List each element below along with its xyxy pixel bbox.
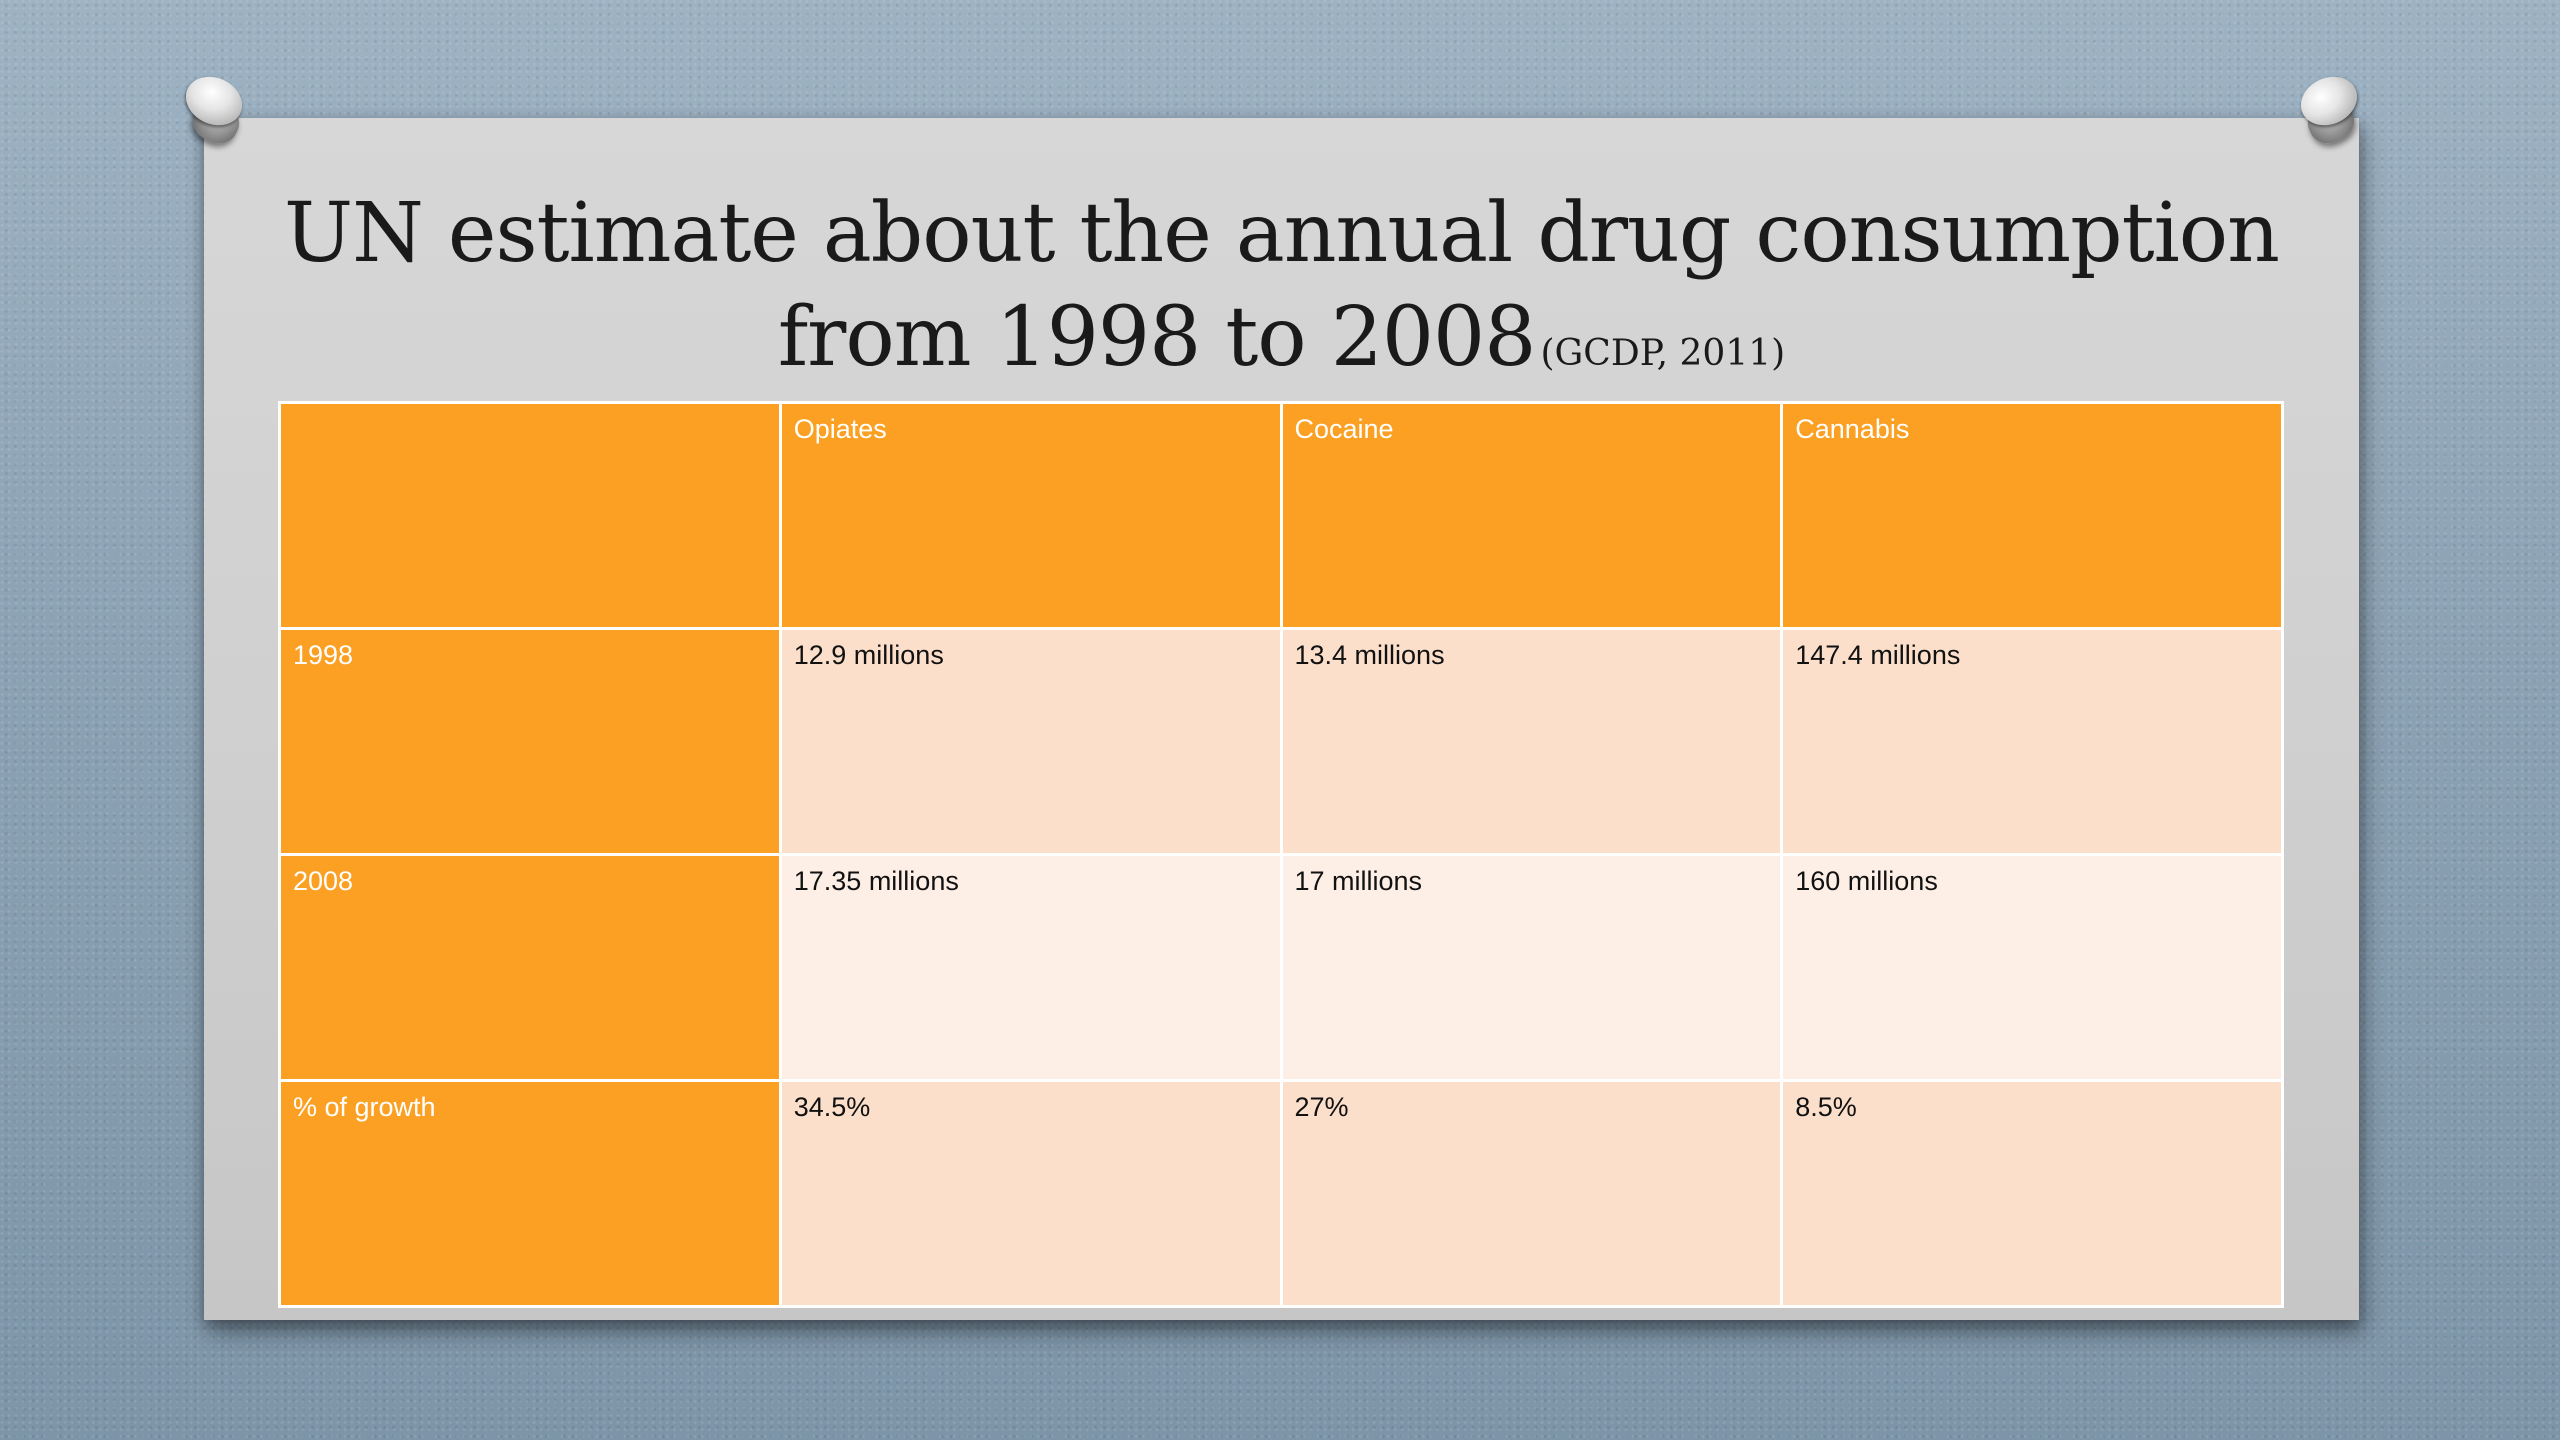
table-cell: 17 millions xyxy=(1279,853,1784,1082)
table-cell: 13.4 millions xyxy=(1279,627,1784,856)
pushpin-icon xyxy=(175,67,255,152)
title-line-2: from 1998 to 2008 (GCDP, 2011) xyxy=(204,286,2359,412)
drug-consumption-table: Opiates Cocaine Cannabis 1998 12.9 milli… xyxy=(278,401,2284,1308)
header-cell-cannabis: Cannabis xyxy=(1780,401,2284,630)
header-cell-opiates: Opiates xyxy=(778,401,1283,630)
table-row: 2008 17.35 millions 17 millions 160 mill… xyxy=(278,853,2284,1082)
table-cell: 27% xyxy=(1279,1079,1784,1308)
table-cell: 160 millions xyxy=(1780,853,2284,1082)
table-cell: 17.35 millions xyxy=(778,853,1283,1082)
header-cell-cocaine: Cocaine xyxy=(1279,401,1784,630)
header-cell-corner xyxy=(278,401,782,630)
table-cell: 8.5% xyxy=(1780,1079,2284,1308)
title-source: (GCDP, 2011) xyxy=(1540,333,1786,374)
table-row: % of growth 34.5% 27% 8.5% xyxy=(278,1079,2284,1308)
table-header-row: Opiates Cocaine Cannabis xyxy=(278,401,2284,630)
title-line-1: UN estimate about the annual drug consum… xyxy=(284,186,2280,281)
row-label: 1998 xyxy=(278,627,782,856)
table-row: 1998 12.9 millions 13.4 millions 147.4 m… xyxy=(278,627,2284,856)
pushpin-icon xyxy=(2290,67,2370,152)
table-cell: 147.4 millions xyxy=(1780,627,2284,856)
table-cell: 12.9 millions xyxy=(778,627,1283,856)
row-label: 2008 xyxy=(278,853,782,1082)
table-cell: 34.5% xyxy=(778,1079,1283,1308)
slide-title: UN estimate about the annual drug consum… xyxy=(204,182,2359,412)
title-line-2-text: from 1998 to 2008 xyxy=(777,290,1537,385)
row-label: % of growth xyxy=(278,1079,782,1308)
